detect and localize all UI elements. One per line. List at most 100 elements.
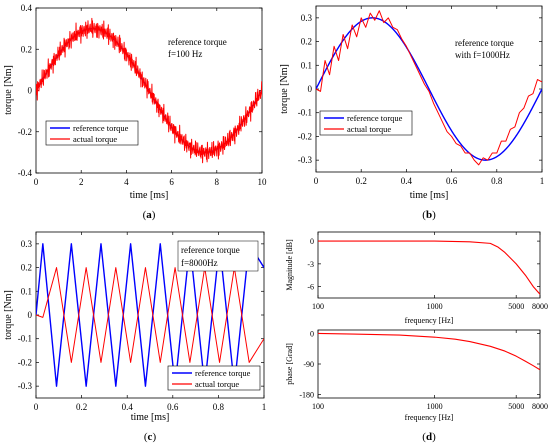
x-tick-label: 4 bbox=[124, 177, 129, 187]
y-tick-label: -6 bbox=[307, 283, 314, 292]
y-tick-label: -0.1 bbox=[18, 334, 32, 344]
legend-label-actual: actual torque bbox=[73, 134, 117, 144]
y-tick-label: 0.1 bbox=[21, 286, 32, 296]
y-tick-label: -0.2 bbox=[18, 357, 32, 367]
x-tick-label: 5000 bbox=[508, 402, 524, 411]
y-tick-label: 0.2 bbox=[21, 263, 32, 273]
series-layer bbox=[316, 10, 542, 166]
y-tick-label: 0.3 bbox=[301, 13, 313, 23]
panel-label: (a) bbox=[143, 209, 156, 221]
legend-box bbox=[45, 120, 139, 146]
x-tick-label: 1 bbox=[540, 176, 545, 186]
series-line-actual-torque bbox=[36, 17, 262, 164]
x-tick-label: 2 bbox=[79, 177, 84, 187]
x-tick-label: 1 bbox=[262, 402, 267, 412]
annotation-line-1: reference torque bbox=[455, 38, 514, 48]
series-layer bbox=[36, 17, 262, 164]
y-tick-label: 0 bbox=[28, 310, 33, 320]
legend-label-actual: actual torque bbox=[195, 379, 239, 389]
y-tick-label: -0.2 bbox=[18, 127, 32, 137]
annotation: reference torque with f=1000Hz bbox=[455, 38, 514, 60]
y-axis-label: torque [Nm] bbox=[3, 290, 14, 340]
legend: reference torque actual torque bbox=[319, 110, 413, 136]
y-tick-label: -0.1 bbox=[298, 108, 312, 118]
y-axis-label: phase [Grad] bbox=[285, 343, 294, 385]
y-tick-label: 0.2 bbox=[301, 37, 312, 47]
x-tick-label: 0.2 bbox=[356, 176, 367, 186]
chart-b: 0 0.2 0.4 0.6 0.8 1 -0.3 -0.2 -0.1 0 0.1 0.2 0.3 ref… bbox=[279, 5, 545, 221]
x-tick-label: 0.8 bbox=[491, 176, 503, 186]
y-tick-label: -0.4 bbox=[18, 168, 33, 178]
legend-label-reference: reference torque bbox=[347, 113, 403, 123]
series-layer bbox=[318, 332, 540, 371]
x-tick-label: 0.6 bbox=[167, 402, 179, 412]
series-line-reference-torque bbox=[316, 17, 542, 161]
x-tick-label: 0 bbox=[34, 402, 39, 412]
legend-box bbox=[319, 110, 413, 136]
legend: reference torque actual torque bbox=[167, 365, 261, 391]
panel-label: (d) bbox=[422, 431, 436, 443]
y-tick-label: -0.2 bbox=[298, 131, 312, 141]
panel-label: (c) bbox=[144, 431, 157, 443]
legend: reference torque actual torque bbox=[45, 120, 139, 146]
x-tick-label: 100 bbox=[312, 302, 324, 311]
legend-box bbox=[167, 365, 261, 391]
x-axis-label: time [ms] bbox=[130, 190, 169, 201]
series-line-actual-torque bbox=[36, 267, 264, 363]
legend-label-reference: reference torque bbox=[73, 123, 129, 133]
tick-labels: 100 1000 5000 8000 0 -90 -180 bbox=[299, 329, 548, 411]
annotation: reference torque f=8000Hz bbox=[177, 240, 259, 272]
series-line-actual-torque bbox=[316, 10, 542, 166]
x-tick-label: 10 bbox=[258, 177, 268, 187]
tick-labels: 100 1000 5000 8000 0 -3 -6 bbox=[307, 232, 548, 311]
x-axis-label: time [ms] bbox=[131, 412, 170, 423]
x-tick-label: 8 bbox=[215, 177, 220, 187]
plot-area bbox=[317, 231, 541, 299]
x-tick-label: 5000 bbox=[508, 302, 524, 311]
plot-area bbox=[317, 329, 541, 399]
x-tick-label: 0.6 bbox=[446, 176, 458, 186]
panel-label: (b) bbox=[422, 209, 436, 221]
chart-d-phase: 100 1000 5000 8000 0 -90 -180 frequency [Hz] p… bbox=[285, 329, 548, 443]
chart-a: 0 2 4 6 8 10 -0.4 -0.2 0 0.2 0.4 reference torque … bbox=[3, 3, 267, 221]
y-tick-label: -180 bbox=[299, 391, 314, 400]
y-tick-label: 0.3 bbox=[21, 239, 33, 249]
x-tick-label: 0 bbox=[34, 177, 39, 187]
x-axis-label: frequency [Hz] bbox=[405, 413, 454, 422]
x-axis-label: frequency [Hz] bbox=[405, 316, 454, 325]
annotation-line-1: reference torque bbox=[168, 37, 227, 47]
x-tick-label: 1000 bbox=[427, 302, 443, 311]
x-tick-label: 6 bbox=[169, 177, 174, 187]
series-layer bbox=[318, 240, 540, 295]
y-axis-label: Magnitude [dB] bbox=[285, 239, 294, 291]
tick-labels: 0 0.2 0.4 0.6 0.8 1 -0.3 -0.2 -0.1 0 0.1 0.2 0.3 bbox=[18, 232, 267, 412]
y-tick-label: 0 bbox=[310, 237, 314, 246]
annotation-line-2: f=8000Hz bbox=[181, 258, 218, 268]
tick-labels: 0 0.2 0.4 0.6 0.8 1 -0.3 -0.2 -0.1 0 0.1 0.2 0.3 bbox=[298, 6, 545, 186]
x-tick-label: 0.2 bbox=[76, 402, 87, 412]
chart-d-magnitude: 100 1000 5000 8000 0 -3 -6 frequency [Hz] Magn… bbox=[285, 231, 548, 325]
annotation-line-2: f=100 Hz bbox=[168, 49, 202, 59]
tick-labels: 0 2 4 6 8 10 -0.4 -0.2 0 0.2 0.4 bbox=[18, 3, 267, 187]
x-axis-label: time [ms] bbox=[410, 190, 449, 201]
x-tick-label: 1000 bbox=[427, 402, 443, 411]
x-tick-label: 100 bbox=[312, 402, 324, 411]
series-layer bbox=[36, 243, 264, 387]
legend-label-actual: actual torque bbox=[347, 124, 391, 134]
y-axis-label: torque [Nm] bbox=[279, 64, 290, 114]
x-tick-label: 8000 bbox=[532, 302, 548, 311]
y-tick-label: 0.4 bbox=[21, 3, 33, 13]
series-line-response bbox=[318, 240, 540, 295]
y-tick-label: 0.2 bbox=[21, 44, 32, 54]
y-tick-label: -3 bbox=[307, 260, 314, 269]
annotation-box bbox=[177, 240, 259, 272]
y-axis-label: torque [Nm] bbox=[3, 65, 14, 115]
chart-c: 0 0.2 0.4 0.6 0.8 1 -0.3 -0.2 -0.1 0 0.1 0.2 0.3 ref… bbox=[3, 231, 267, 443]
annotation-line-1: reference torque bbox=[181, 245, 240, 255]
series-line-reference-torque bbox=[36, 243, 264, 387]
y-tick-label: -0.3 bbox=[298, 155, 313, 165]
legend-label-reference: reference torque bbox=[195, 368, 251, 378]
x-tick-label: 0 bbox=[314, 176, 319, 186]
y-tick-label: -90 bbox=[303, 360, 314, 369]
